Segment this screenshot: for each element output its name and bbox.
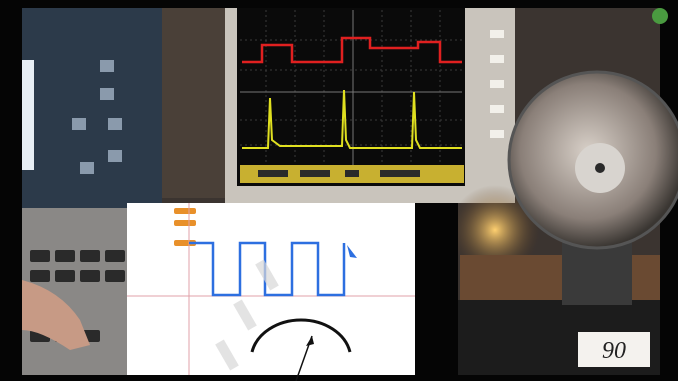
laptop-window	[22, 60, 34, 170]
inset-black-bar	[415, 203, 458, 375]
card-label: 90	[602, 338, 626, 364]
scope-screen	[237, 8, 465, 186]
video-frame: 90	[0, 0, 678, 381]
indicator-led	[652, 8, 668, 24]
laptop-screen	[22, 8, 162, 208]
disk-axle	[595, 163, 605, 173]
